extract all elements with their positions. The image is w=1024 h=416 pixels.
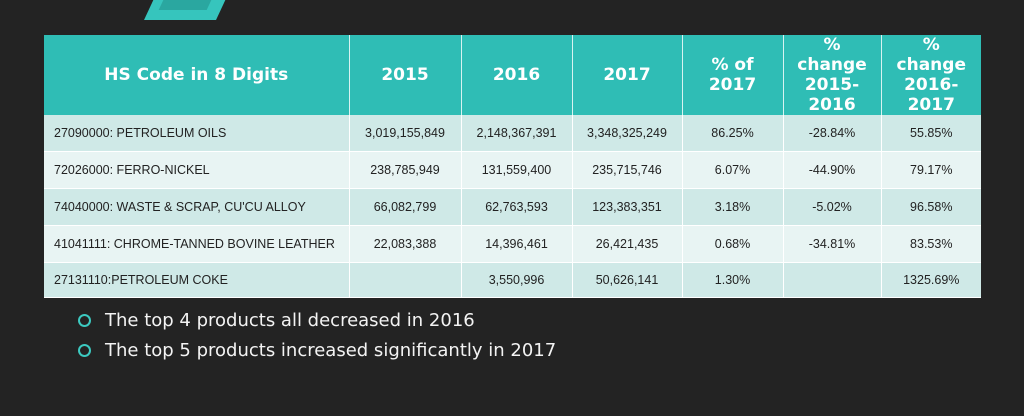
circle-bullet-icon xyxy=(78,313,91,327)
header-2016: 2016 xyxy=(461,35,573,115)
cell-change-2016-2017: 1325.69% xyxy=(881,262,981,298)
cell-product: 74040000: WASTE & SCRAP, CU'CU ALLOY xyxy=(44,188,350,226)
cell-2017: 235,715,746 xyxy=(572,151,683,189)
bullet-text: The top 4 products all decreased in 2016 xyxy=(105,309,475,331)
cell-2015: 3,019,155,849 xyxy=(349,115,462,152)
cell-2015: 22,083,388 xyxy=(349,225,462,263)
cell-2017: 50,626,141 xyxy=(572,262,683,298)
cell-2016: 131,559,400 xyxy=(461,151,573,189)
cell-2017: 3,348,325,249 xyxy=(572,115,683,152)
cell-product: 41041111: CHROME-TANNED BOVINE LEATHER xyxy=(44,225,350,263)
cell-2016: 62,763,593 xyxy=(461,188,573,226)
header-hs-code: HS Code in 8 Digits xyxy=(44,35,350,115)
cell-product: 72026000: FERRO-NICKEL xyxy=(44,151,350,189)
cell-change-2016-2017: 83.53% xyxy=(881,225,981,263)
cell-change-2015-2016: -44.90% xyxy=(783,151,882,189)
summary-bullets: The top 4 products all decreased in 2016… xyxy=(78,305,556,365)
table-row: 27090000: PETROLEUM OILS 3,019,155,849 2… xyxy=(44,115,981,152)
cell-2017: 123,383,351 xyxy=(572,188,683,226)
table-row: 74040000: WASTE & SCRAP, CU'CU ALLOY 66,… xyxy=(44,188,981,226)
table-row: 72026000: FERRO-NICKEL 238,785,949 131,5… xyxy=(44,151,981,189)
decorative-corner-shape xyxy=(144,0,244,20)
cell-2016: 14,396,461 xyxy=(461,225,573,263)
cell-share-2017: 6.07% xyxy=(682,151,784,189)
cell-change-2016-2017: 96.58% xyxy=(881,188,981,226)
cell-2017: 26,421,435 xyxy=(572,225,683,263)
cell-change-2015-2016: -5.02% xyxy=(783,188,882,226)
list-item: The top 4 products all decreased in 2016 xyxy=(78,305,556,335)
table-row: 41041111: CHROME-TANNED BOVINE LEATHER 2… xyxy=(44,225,981,263)
cell-share-2017: 0.68% xyxy=(682,225,784,263)
cell-2015 xyxy=(349,262,462,298)
table-header-row: HS Code in 8 Digits 2015 2016 2017 % of … xyxy=(44,35,981,115)
header-change-2016-2017: % change 2016-2017 xyxy=(881,35,981,115)
export-products-table: HS Code in 8 Digits 2015 2016 2017 % of … xyxy=(44,35,981,298)
cell-change-2015-2016: -28.84% xyxy=(783,115,882,152)
cell-share-2017: 86.25% xyxy=(682,115,784,152)
bullet-text: The top 5 products increased significant… xyxy=(105,339,557,361)
cell-2015: 66,082,799 xyxy=(349,188,462,226)
circle-bullet-icon xyxy=(78,343,91,357)
cell-change-2016-2017: 55.85% xyxy=(881,115,981,152)
header-change-2015-2016: % change 2015-2016 xyxy=(783,35,882,115)
cell-share-2017: 1.30% xyxy=(682,262,784,298)
cell-product: 27131110:PETROLEUM COKE xyxy=(44,262,350,298)
cell-share-2017: 3.18% xyxy=(682,188,784,226)
cell-2016: 2,148,367,391 xyxy=(461,115,573,152)
header-2017: 2017 xyxy=(572,35,683,115)
cell-2015: 238,785,949 xyxy=(349,151,462,189)
cell-change-2016-2017: 79.17% xyxy=(881,151,981,189)
cell-product: 27090000: PETROLEUM OILS xyxy=(44,115,350,152)
header-share-2017: % of 2017 xyxy=(682,35,784,115)
list-item: The top 5 products increased significant… xyxy=(78,335,556,365)
header-2015: 2015 xyxy=(349,35,462,115)
cell-2016: 3,550,996 xyxy=(461,262,573,298)
cell-change-2015-2016 xyxy=(783,262,882,298)
cell-change-2015-2016: -34.81% xyxy=(783,225,882,263)
table-row: 27131110:PETROLEUM COKE 3,550,996 50,626… xyxy=(44,262,981,298)
